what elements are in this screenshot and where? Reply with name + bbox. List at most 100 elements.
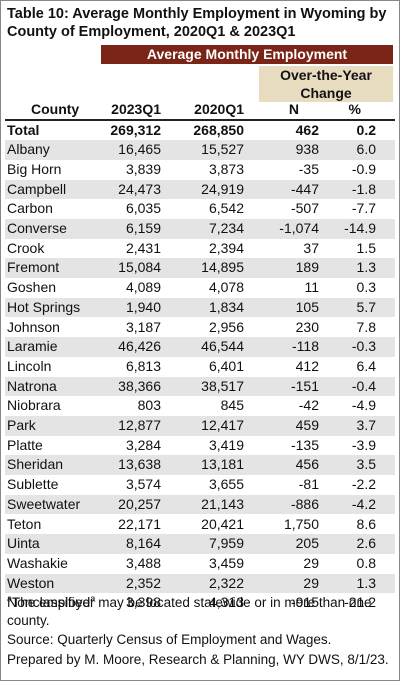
value-cell: 24,473 xyxy=(118,180,161,197)
county-cell: Uinta xyxy=(7,535,40,552)
value-cell: 3,187 xyxy=(125,318,161,335)
value-cell: 12,417 xyxy=(201,417,244,433)
county-cell: Hot Springs xyxy=(7,298,81,315)
value-cell: 38,366 xyxy=(118,377,161,394)
value-cell: 2,322 xyxy=(208,574,244,591)
row-shade xyxy=(5,376,395,397)
value-cell: -4.2 xyxy=(351,495,376,512)
value-cell: 7,959 xyxy=(208,535,244,552)
value-cell: 3,284 xyxy=(125,436,161,453)
value-cell: 3.7 xyxy=(356,417,376,433)
title: Table 10: Average Monthly Employment in … xyxy=(7,6,387,40)
value-cell: 459 xyxy=(295,417,319,433)
value-cell: 1.3 xyxy=(356,259,376,276)
county-cell: Niobrara xyxy=(7,397,61,414)
county-cell: Sweetwater xyxy=(7,495,81,512)
change-header: Over-the-Year Change xyxy=(259,66,393,102)
county-cell: Crook xyxy=(7,239,45,256)
value-cell: 12,877 xyxy=(118,417,161,433)
value-cell: 6.0 xyxy=(356,141,376,158)
value-cell: 29 xyxy=(303,574,319,591)
county-cell: Platte xyxy=(7,436,43,453)
value-cell: 15,527 xyxy=(201,141,244,158)
value-cell: 1,940 xyxy=(125,298,161,315)
county-cell: Sheridan xyxy=(7,456,64,473)
county-cell: Converse xyxy=(7,220,67,236)
value-cell: 4,089 xyxy=(125,279,161,296)
value-cell: 38,517 xyxy=(201,377,244,394)
value-cell: 412 xyxy=(295,357,319,374)
value-cell: 20,257 xyxy=(118,495,161,512)
value-cell: -21.2 xyxy=(344,594,376,611)
value-cell: 3,873 xyxy=(208,160,244,177)
county-cell: Big Horn xyxy=(7,160,62,177)
footnote: aThe employer may be located statewide o… xyxy=(7,594,393,630)
value-cell: -0.4 xyxy=(351,377,376,394)
value-cell: 0.3 xyxy=(356,279,376,296)
county-cell: Teton xyxy=(7,515,42,532)
county-cell: Nonclassifieda xyxy=(7,593,96,611)
column-header: N xyxy=(288,101,299,117)
column-header: County xyxy=(31,101,80,117)
value-cell: -35 xyxy=(298,160,319,177)
value-cell: 1.5 xyxy=(356,239,376,256)
value-cell: 6,159 xyxy=(125,220,161,236)
value-cell: 29 xyxy=(303,554,319,571)
value-cell: -42 xyxy=(298,397,319,414)
value-cell: 845 xyxy=(220,397,244,414)
prepared-by: Prepared by M. Moore, Research & Plannin… xyxy=(7,652,389,667)
value-cell: 269,312 xyxy=(110,121,161,138)
value-cell: -507 xyxy=(290,200,319,217)
value-cell: 6,542 xyxy=(208,200,244,217)
county-cell: Park xyxy=(7,417,36,433)
value-cell: 13,638 xyxy=(118,456,161,473)
column-header: % xyxy=(348,101,361,117)
value-cell: 16,465 xyxy=(118,141,161,158)
value-cell: -4.9 xyxy=(351,397,376,414)
value-cell: 7.8 xyxy=(356,318,376,335)
row-shade xyxy=(5,297,395,318)
value-cell: 1,834 xyxy=(208,298,244,315)
value-cell: 803 xyxy=(137,397,161,414)
value-cell: 2.6 xyxy=(356,535,376,552)
value-cell: -135 xyxy=(290,436,319,453)
row-shade xyxy=(5,219,395,239)
source: Source: Quarterly Census of Employment a… xyxy=(7,632,332,647)
row-shade xyxy=(5,337,395,357)
row-shade xyxy=(5,416,395,436)
value-cell: -2.2 xyxy=(351,476,376,493)
value-cell: 3,398 xyxy=(125,594,161,611)
value-cell: 230 xyxy=(295,318,319,335)
row-shade xyxy=(5,258,395,279)
value-cell: 6.4 xyxy=(356,357,376,374)
value-cell: 456 xyxy=(295,456,319,473)
value-cell: 462 xyxy=(295,121,319,138)
value-cell: 11 xyxy=(304,279,319,296)
county-cell: Goshen xyxy=(7,279,57,296)
row-shade xyxy=(5,140,395,160)
value-cell: 8.6 xyxy=(356,515,376,532)
column-header: 2020Q1 xyxy=(194,101,244,117)
value-cell: 105 xyxy=(295,298,319,315)
row-shade xyxy=(5,494,395,515)
value-cell: -81 xyxy=(298,476,319,493)
value-cell: -0.9 xyxy=(351,160,376,177)
value-cell: 24,919 xyxy=(201,180,244,197)
value-cell: -3.9 xyxy=(351,436,376,453)
row-shade xyxy=(5,573,395,594)
value-cell: 46,426 xyxy=(118,338,161,355)
value-cell: 1,750 xyxy=(283,515,319,532)
county-cell: Laramie xyxy=(7,338,58,355)
band-header: Average Monthly Employment xyxy=(101,45,393,64)
county-cell: Total xyxy=(7,121,40,138)
value-cell: 13,181 xyxy=(201,456,244,473)
value-cell: 4,313 xyxy=(208,594,244,611)
value-cell: -118 xyxy=(292,338,319,355)
value-cell: 3,839 xyxy=(125,160,161,177)
value-cell: 2,956 xyxy=(208,318,244,335)
value-cell: 37 xyxy=(303,239,319,256)
footnote-text: The employer may be located statewide or… xyxy=(7,595,372,628)
county-cell: Johnson xyxy=(7,318,60,335)
value-cell: -886 xyxy=(290,495,319,512)
